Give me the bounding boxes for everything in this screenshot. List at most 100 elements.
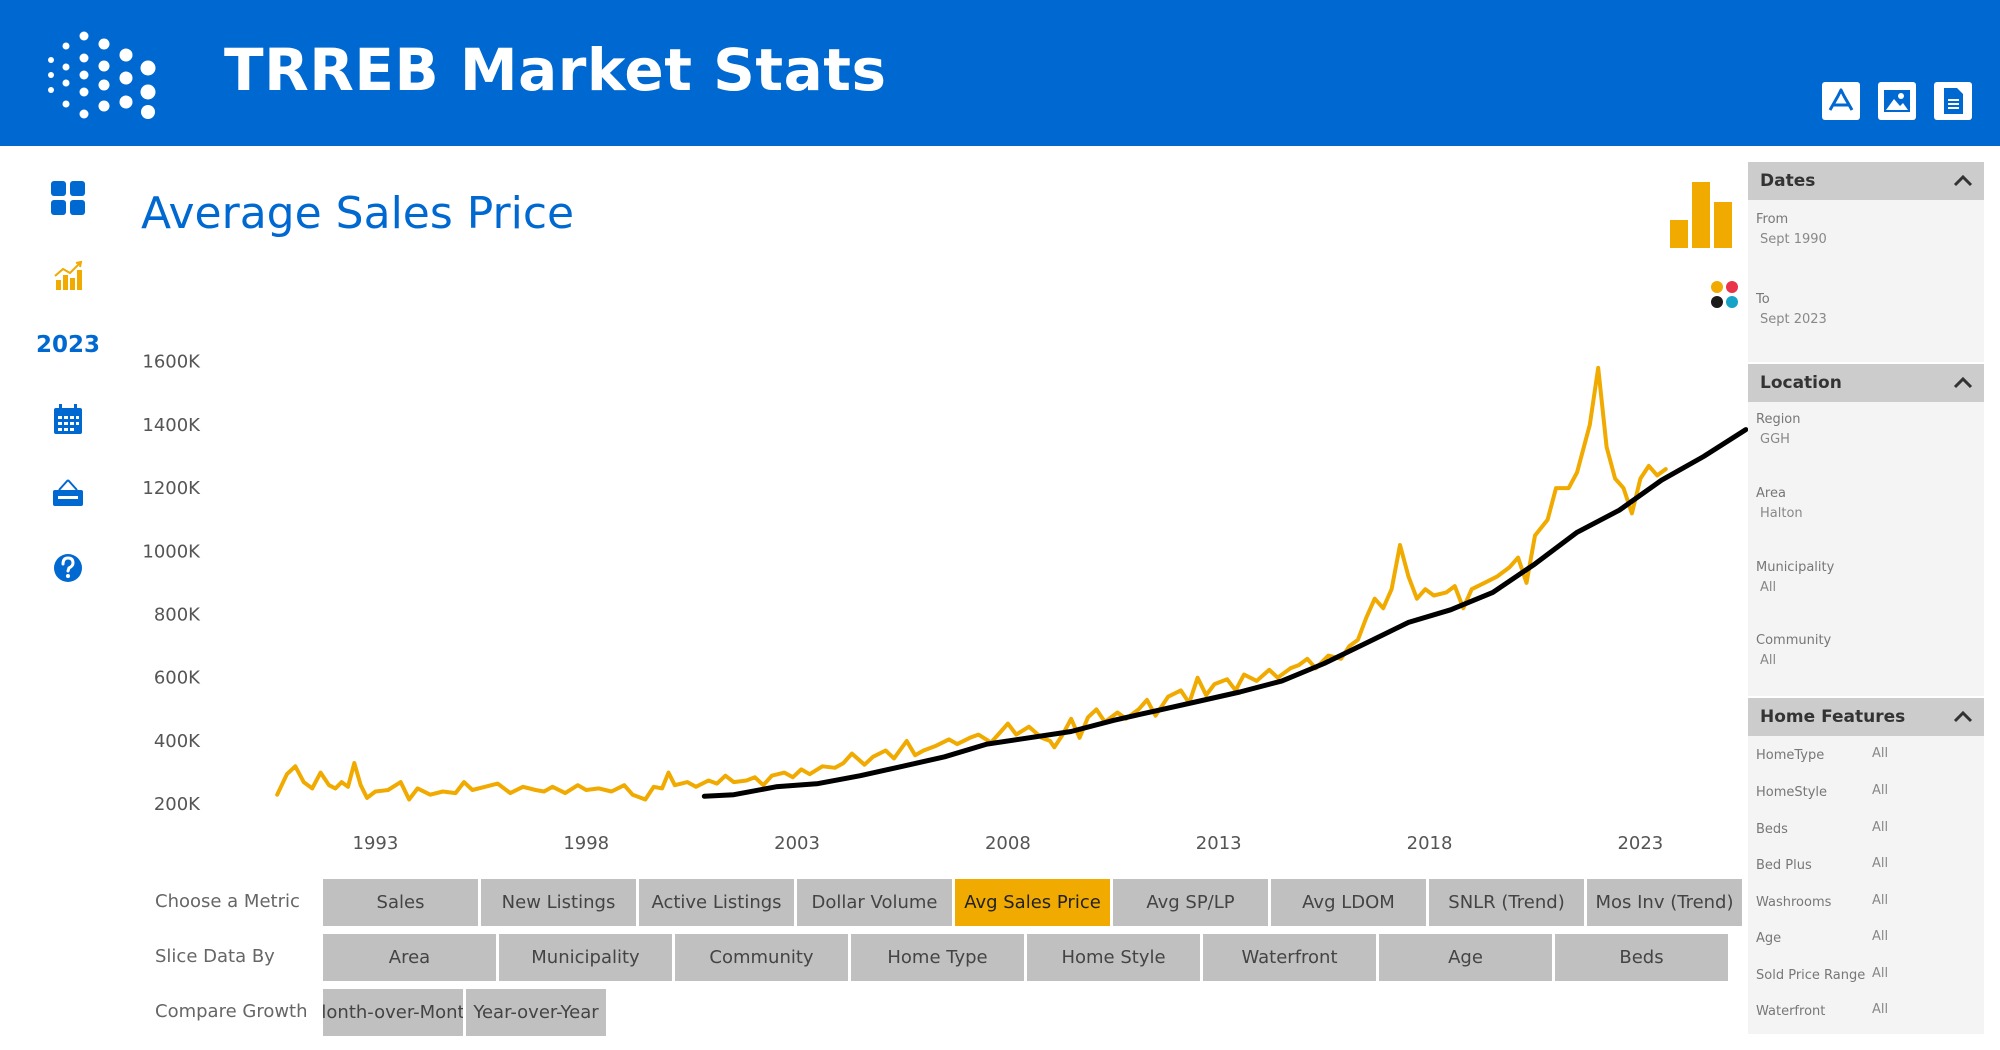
chevron-up-icon xyxy=(1953,174,1973,187)
slice-option-4[interactable]: Home Style xyxy=(1027,934,1200,981)
home-features-section-body: HomeType All HomeStyle All Beds All Bed … xyxy=(1748,736,1984,1034)
help-icon xyxy=(54,554,82,582)
sold-price-range-value[interactable]: All xyxy=(1872,966,1889,981)
y-tick-label: 200K xyxy=(154,794,201,815)
from-label: From xyxy=(1756,212,1789,227)
x-tick-label: 2018 xyxy=(1407,833,1453,854)
metric-option-1[interactable]: New Listings xyxy=(481,879,636,926)
growth-option-1[interactable]: Year-over-Year xyxy=(466,989,606,1036)
dates-section-title: Dates xyxy=(1760,171,1816,191)
y-tick-label: 1400K xyxy=(142,415,201,436)
app-title: TRREB Market Stats xyxy=(224,36,887,104)
metric-option-5[interactable]: Avg SP/LP xyxy=(1113,879,1268,926)
bed-plus-value[interactable]: All xyxy=(1872,856,1889,871)
bed-plus-label: Bed Plus xyxy=(1756,858,1812,873)
export-image-button[interactable] xyxy=(1878,82,1916,120)
y-tick-label: 1600K xyxy=(142,352,201,373)
x-tick-label: 2023 xyxy=(1617,833,1663,854)
dates-section-header[interactable]: Dates xyxy=(1748,162,1984,200)
line-chart: 200K 400K 600K 800K 1000K 1200K 1400K 1600K 199… xyxy=(142,352,1749,854)
metric-option-3[interactable]: Dollar Volume xyxy=(797,879,952,926)
region-value[interactable]: GGH xyxy=(1760,432,1790,447)
waterfront-value[interactable]: All xyxy=(1872,1002,1889,1017)
from-value[interactable]: Sept 1990 xyxy=(1760,232,1827,247)
x-tick-label: 1993 xyxy=(353,833,399,854)
export-document-button[interactable] xyxy=(1934,82,1972,120)
dates-section-body: From Sept 1990 To Sept 2023 xyxy=(1748,200,1984,362)
metric-option-0[interactable]: Sales xyxy=(323,879,478,926)
area-label: Area xyxy=(1756,486,1786,501)
municipality-label: Municipality xyxy=(1756,560,1835,575)
metric-option-4[interactable]: Avg Sales Price xyxy=(955,879,1110,926)
location-section-body: Region GGH Area Halton Municipality All … xyxy=(1748,402,1984,696)
series-layer xyxy=(275,365,1749,802)
page-title: Average Sales Price xyxy=(141,188,575,239)
nav-new-listings[interactable] xyxy=(48,474,88,514)
nav-dashboard[interactable] xyxy=(48,178,88,218)
slice-option-7[interactable]: Beds xyxy=(1555,934,1728,981)
y-tick-label: 600K xyxy=(154,668,201,689)
metric-option-7[interactable]: SNLR (Trend) xyxy=(1429,879,1584,926)
new-sign-icon xyxy=(53,479,83,506)
washrooms-value[interactable]: All xyxy=(1872,893,1889,908)
metric-option-6[interactable]: Avg LDOM xyxy=(1271,879,1426,926)
nav-year[interactable]: 2023 xyxy=(35,332,100,358)
average-price-series-line xyxy=(275,365,1668,802)
growth-option-0[interactable]: lonth-over-Mont xyxy=(323,989,463,1036)
beds-value[interactable]: All xyxy=(1872,820,1889,835)
home-features-section-title: Home Features xyxy=(1760,707,1906,727)
hometype-value[interactable]: All xyxy=(1872,746,1889,761)
y-axis: 200K 400K 600K 800K 1000K 1200K 1400K 1600K xyxy=(142,352,201,816)
chart-icon xyxy=(54,260,83,290)
pdf-icon xyxy=(1828,88,1854,111)
home-features-section-header[interactable]: Home Features xyxy=(1748,698,1984,736)
slice-row-label: Slice Data By xyxy=(155,946,275,967)
metric-option-8[interactable]: Mos Inv (Trend) xyxy=(1587,879,1742,926)
community-value[interactable]: All xyxy=(1760,653,1777,668)
area-value[interactable]: Halton xyxy=(1760,506,1803,521)
to-value[interactable]: Sept 2023 xyxy=(1760,312,1827,327)
slice-option-0[interactable]: Area xyxy=(323,934,496,981)
trreb-logo-icon xyxy=(48,31,156,119)
image-icon xyxy=(1884,90,1910,112)
slice-option-1[interactable]: Municipality xyxy=(499,934,672,981)
trend-series-line xyxy=(701,427,1749,799)
y-tick-label: 400K xyxy=(154,731,201,752)
age-label: Age xyxy=(1756,931,1782,946)
nav-calendar[interactable] xyxy=(48,400,88,440)
x-tick-label: 2008 xyxy=(985,833,1031,854)
nav-help[interactable] xyxy=(48,548,88,588)
slice-option-2[interactable]: Community xyxy=(675,934,848,981)
hometype-label: HomeType xyxy=(1756,748,1825,763)
x-tick-label: 2003 xyxy=(774,833,820,854)
export-pdf-button[interactable] xyxy=(1822,82,1860,120)
nav-charts[interactable] xyxy=(48,254,88,294)
municipality-value[interactable]: All xyxy=(1760,580,1777,595)
metric-row-label: Choose a Metric xyxy=(155,891,300,912)
age-value[interactable]: All xyxy=(1872,929,1889,944)
bar-chart-logo-icon xyxy=(1670,182,1732,248)
chevron-up-icon xyxy=(1953,376,1973,389)
community-label: Community xyxy=(1756,633,1832,648)
slice-option-6[interactable]: Age xyxy=(1379,934,1552,981)
x-tick-label: 1998 xyxy=(563,833,609,854)
waterfront-label: Waterfront xyxy=(1756,1004,1826,1019)
y-tick-label: 1200K xyxy=(142,478,201,499)
homestyle-value[interactable]: All xyxy=(1872,783,1889,798)
x-axis: 1993 1998 2003 2008 2013 2018 2023 xyxy=(353,833,1664,854)
location-section-header[interactable]: Location xyxy=(1748,364,1984,402)
dashboard-icon xyxy=(51,181,85,215)
left-navigation: 2023 xyxy=(0,146,136,1050)
app-header: TRREB Market Stats xyxy=(0,0,2000,146)
homestyle-label: HomeStyle xyxy=(1756,785,1828,800)
document-icon xyxy=(1944,88,1963,114)
slice-option-5[interactable]: Waterfront xyxy=(1203,934,1376,981)
washrooms-label: Washrooms xyxy=(1756,895,1832,910)
color-palette-icon[interactable] xyxy=(1708,278,1742,312)
slice-option-3[interactable]: Home Type xyxy=(851,934,1024,981)
x-tick-label: 2013 xyxy=(1196,833,1242,854)
metric-option-2[interactable]: Active Listings xyxy=(639,879,794,926)
to-label: To xyxy=(1756,292,1770,307)
filter-panel: Dates From Sept 1990 To Sept 2023 Locati… xyxy=(1748,160,1984,1035)
calendar-icon xyxy=(54,404,82,434)
